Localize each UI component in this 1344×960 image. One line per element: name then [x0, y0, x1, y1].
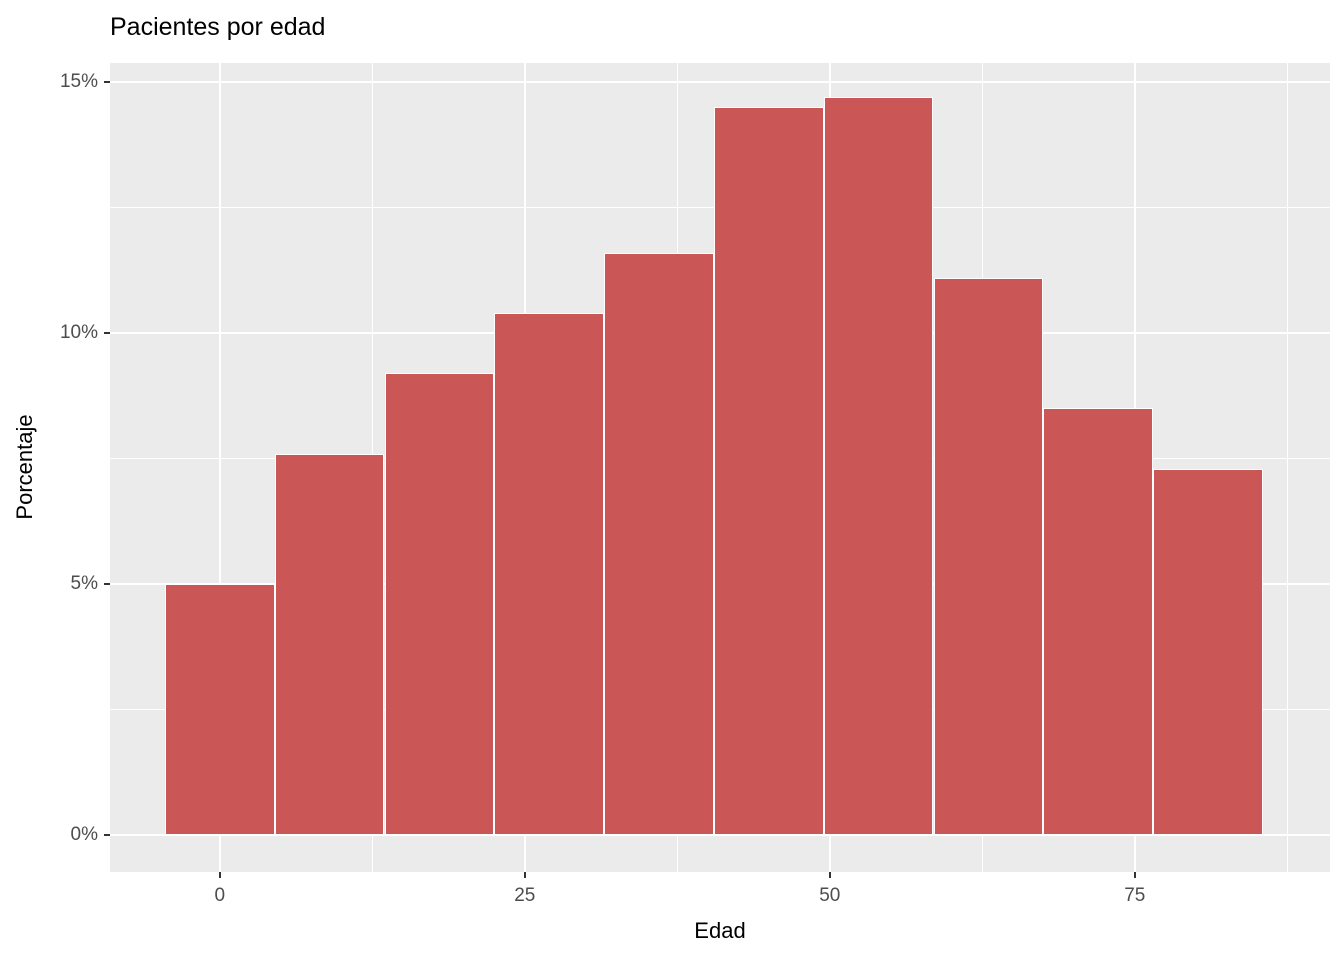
- histogram-bar: [494, 313, 605, 836]
- plot-title: Pacientes por edad: [110, 13, 326, 41]
- minor-gridline-x: [1286, 63, 1288, 872]
- x-tick-label: 50: [819, 885, 841, 906]
- y-axis-title: Porcentaje: [12, 414, 37, 520]
- histogram-bar: [713, 107, 824, 836]
- histogram-bar: [1043, 408, 1154, 836]
- y-tick-mark: [104, 332, 110, 335]
- y-tick-mark: [104, 834, 110, 837]
- y-tick-mark: [104, 583, 110, 586]
- plot-panel: [110, 63, 1330, 872]
- y-tick-label: 15%: [59, 71, 98, 93]
- x-tick-label: 25: [514, 885, 536, 906]
- y-tick-label: 5%: [70, 573, 98, 595]
- y-tick-label: 0%: [70, 824, 98, 846]
- major-gridline-x: [218, 63, 221, 872]
- y-tick-label: 10%: [59, 322, 98, 344]
- histogram-bar: [274, 453, 385, 836]
- histogram-bar: [164, 584, 275, 836]
- histogram-bar: [1153, 468, 1263, 836]
- y-tick-mark: [104, 81, 110, 84]
- x-tick-mark: [218, 872, 221, 878]
- x-tick-mark: [523, 872, 526, 878]
- major-gridline-y: [110, 81, 1330, 84]
- x-tick-label: 75: [1124, 885, 1146, 906]
- histogram-bar: [933, 277, 1044, 836]
- histogram-bar: [384, 373, 495, 836]
- x-tick-mark: [828, 872, 831, 878]
- histogram-bar: [823, 97, 934, 836]
- x-tick-label: 0: [214, 885, 226, 906]
- x-axis-title: Edad: [694, 918, 746, 943]
- x-tick-mark: [1133, 872, 1136, 878]
- histogram-bar: [604, 252, 714, 836]
- major-gridline-y: [110, 834, 1330, 837]
